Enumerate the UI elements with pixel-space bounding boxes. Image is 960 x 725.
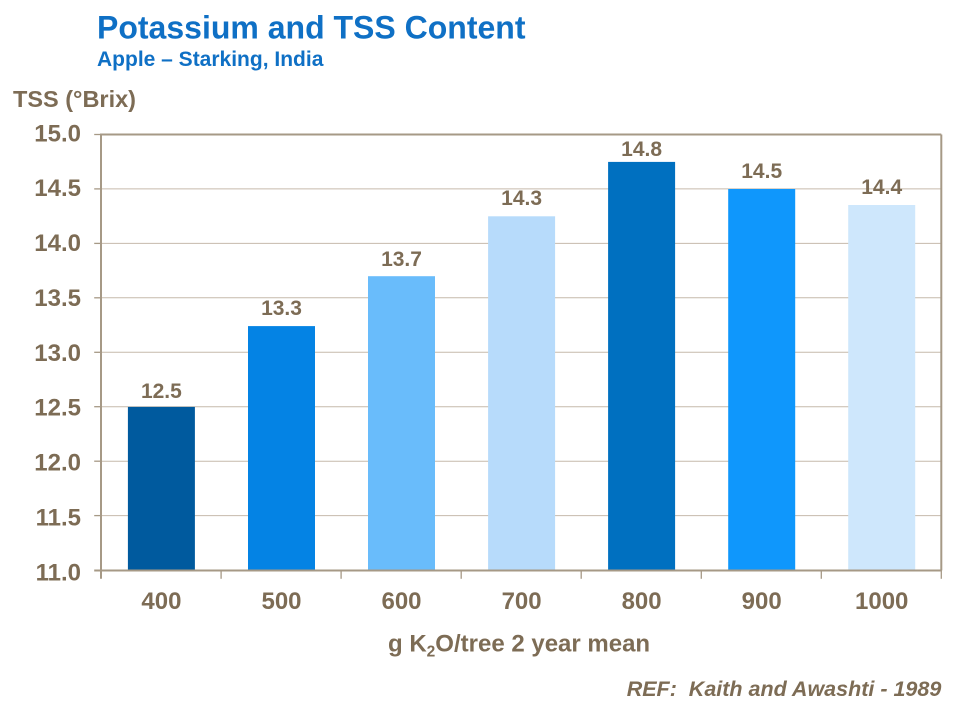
svg-text:11.5: 11.5: [36, 505, 81, 532]
svg-text:900: 900: [742, 588, 782, 615]
svg-text:14.8: 14.8: [621, 138, 662, 161]
svg-text:13.3: 13.3: [261, 297, 302, 320]
svg-text:Potassium and TSS Content: Potassium and TSS Content: [97, 10, 526, 46]
svg-text:800: 800: [622, 588, 662, 615]
svg-text:14.3: 14.3: [501, 187, 542, 210]
svg-text:15.0: 15.0: [34, 120, 81, 147]
svg-text:11.0: 11.0: [36, 559, 81, 586]
svg-text:400: 400: [141, 588, 181, 615]
svg-text:12.0: 12.0: [34, 450, 81, 477]
svg-text:12.5: 12.5: [141, 380, 182, 403]
svg-text:13.7: 13.7: [381, 248, 422, 271]
svg-text:14.5: 14.5: [34, 175, 81, 202]
svg-text:REF: Kaith and Awashti - 1989: REF: Kaith and Awashti - 1989: [627, 677, 942, 701]
svg-text:1000: 1000: [855, 588, 908, 615]
svg-text:g K2O/tree 2 year mean: g K2O/tree 2 year mean: [388, 630, 650, 660]
svg-text:12.5: 12.5: [34, 395, 81, 422]
svg-text:700: 700: [502, 588, 542, 615]
svg-text:14.4: 14.4: [861, 176, 902, 199]
svg-text:14.0: 14.0: [34, 230, 81, 257]
svg-text:13.0: 13.0: [34, 340, 81, 367]
svg-text:TSS (°Brix): TSS (°Brix): [13, 86, 136, 112]
svg-text:500: 500: [261, 588, 301, 615]
svg-text:14.5: 14.5: [741, 160, 782, 183]
svg-text:600: 600: [381, 588, 421, 615]
svg-text:13.5: 13.5: [34, 285, 81, 312]
svg-text:Apple – Starking, India: Apple – Starking, India: [97, 48, 324, 71]
